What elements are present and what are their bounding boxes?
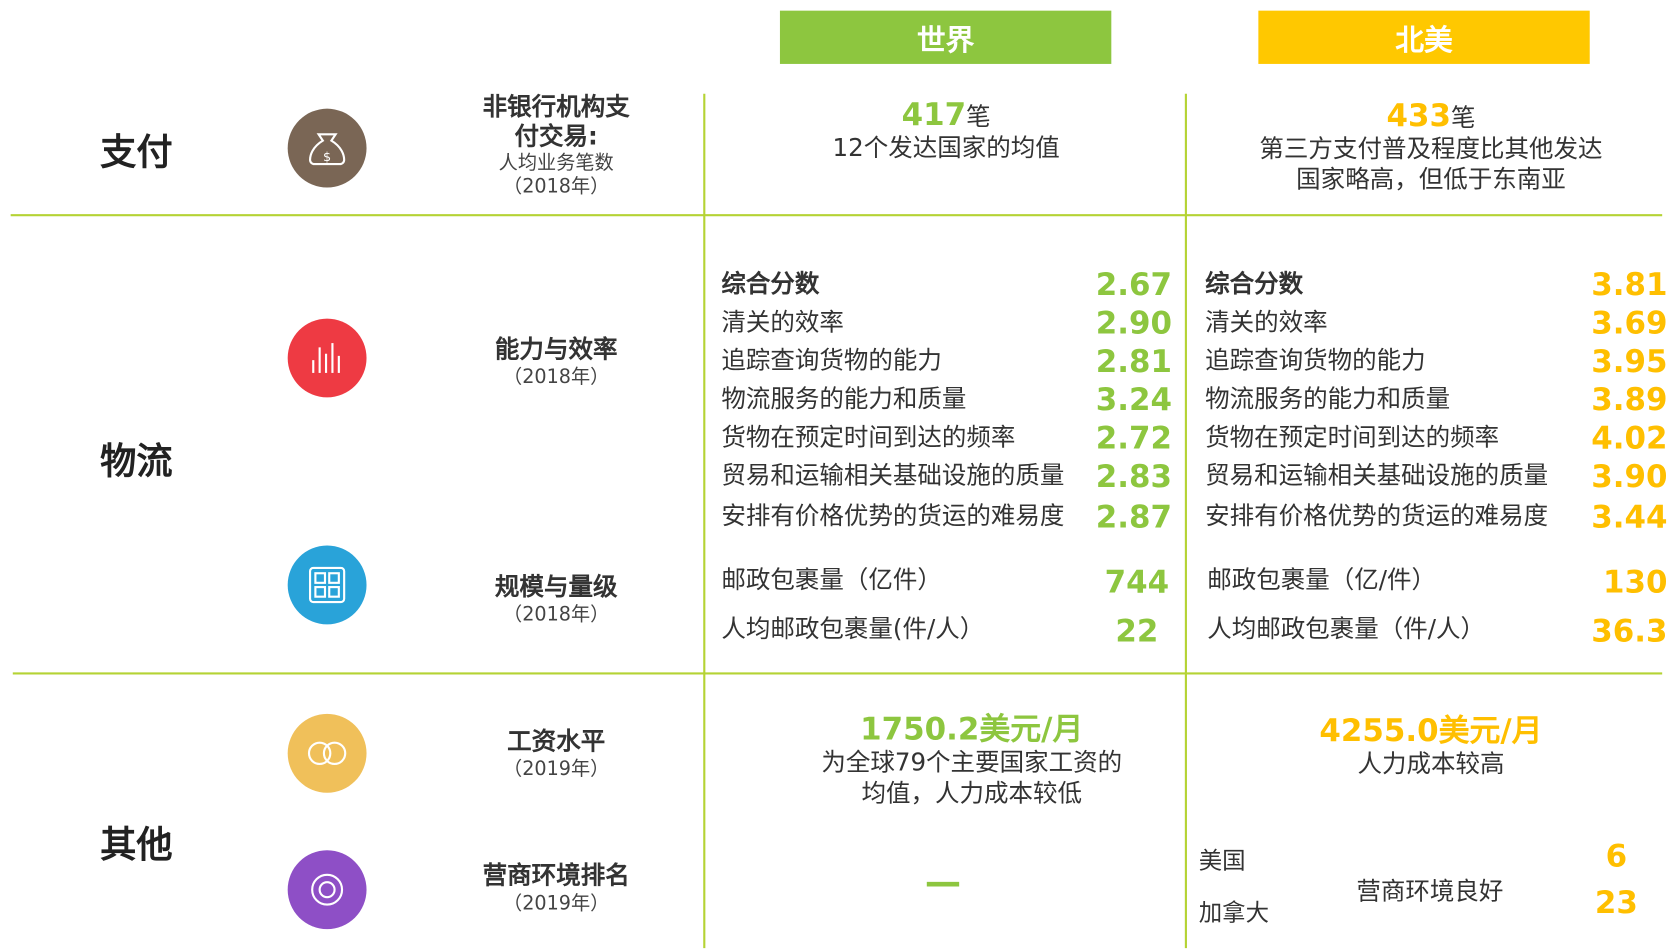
- unit: 笔: [966, 103, 991, 132]
- value: 433: [1386, 97, 1451, 134]
- metric-label: 货物在预定时间到达的频率: [721, 424, 1016, 452]
- item-year: （2019年）: [503, 891, 610, 915]
- metric-label: 物流服务的能力和质量: [1205, 385, 1451, 414]
- payment-world: 417笔 12个发达国家的均值: [833, 95, 1060, 164]
- country: 加拿大: [1198, 900, 1270, 927]
- metric-value: 2.81: [1095, 343, 1173, 380]
- note: 为全球79个主要国家工资的均值，人力成本较低: [821, 749, 1123, 808]
- item-title: 工资水平: [507, 728, 606, 756]
- note: 人力成本较高: [1357, 750, 1505, 779]
- metric-label: 人均邮政包裹量(件/人）: [721, 615, 985, 644]
- item-title: 营商环境排名: [482, 862, 630, 891]
- item-heading: 能力与效率 （2018年）: [495, 336, 618, 388]
- metric-value: 2.67: [1095, 266, 1173, 303]
- rank: 6: [1605, 837, 1628, 874]
- item-year: （2018年）: [503, 365, 610, 388]
- note: 第三方支付普及程度比其他发达国家略高，但低于东南亚: [1259, 135, 1603, 195]
- column-header: 世界: [779, 10, 1112, 64]
- item-heading: 工资水平 （2019年）: [503, 728, 609, 780]
- metric-value: 36.3: [1591, 612, 1668, 649]
- metric-label: 追踪查询货物的能力: [1205, 347, 1426, 376]
- metric-value: 22: [1115, 612, 1159, 649]
- metric-label: 货物在预定时间到达的频率: [1205, 424, 1500, 452]
- icon-ranking: [287, 850, 367, 930]
- metric-label: 清关的效率: [721, 308, 844, 337]
- metric-value: 2.87: [1095, 498, 1173, 535]
- metric-value: 744: [1104, 563, 1170, 600]
- metric-value: 3.24: [1095, 381, 1173, 418]
- item-subtitle: 人均业务笔数: [498, 152, 614, 175]
- metric-label: 贸易和运输相关基础设施的质量: [721, 462, 1065, 491]
- payment-na: 433笔 第三方支付普及程度比其他发达国家略高，但低于东南亚: [1255, 96, 1607, 196]
- column-header: 北美: [1258, 10, 1590, 64]
- metric-label: 物流服务的能力和质量: [721, 385, 967, 414]
- icon-wage: [287, 713, 367, 793]
- ranking-world: —: [924, 860, 962, 904]
- item-year: （2018年）: [503, 603, 610, 626]
- icon-payment: $: [287, 108, 367, 188]
- metric-label: 安排有价格优势的货运的难易度: [1205, 502, 1549, 531]
- metric-label: 综合分数: [721, 270, 820, 299]
- svg-text:$: $: [323, 150, 331, 165]
- wage-world: 1750.2美元/月 为全球79个主要国家工资的均值，人力成本较低: [817, 710, 1126, 810]
- metric-label: 安排有价格优势的货运的难易度: [721, 502, 1065, 531]
- item-title: 能力与效率: [494, 336, 618, 364]
- metric-value: 2.83: [1095, 458, 1173, 495]
- metric-value: 3.81: [1591, 266, 1668, 303]
- item-heading: 规模与量级 （2018年）: [495, 574, 618, 626]
- item-title: 非银行机构支付交易:: [482, 93, 630, 151]
- item-year: （2018年）: [503, 175, 610, 198]
- metric-label: 邮政包裹量（亿件）: [721, 566, 942, 595]
- metric-value: 4.02: [1591, 419, 1668, 457]
- metric-value: 2.72: [1095, 419, 1173, 457]
- country: 美国: [1198, 848, 1246, 875]
- metric-label: 清关的效率: [1205, 308, 1328, 337]
- metric-value: 3.90: [1591, 458, 1668, 495]
- icon-scale: [287, 545, 367, 625]
- ranking-note: 营商环境良好: [1356, 877, 1504, 906]
- section-label: 物流: [100, 440, 173, 484]
- note: 12个发达国家的均值: [832, 135, 1060, 163]
- metric-value: 3.69: [1591, 304, 1668, 341]
- item-heading: 营商环境排名 （2019年）: [483, 862, 630, 914]
- metric-value: 3.89: [1591, 381, 1668, 418]
- metric-label: 追踪查询货物的能力: [721, 347, 942, 376]
- unit: 笔: [1450, 104, 1476, 133]
- wage-na: 4255.0美元/月 人力成本较高: [1319, 711, 1542, 780]
- section-label: 其他: [100, 824, 173, 867]
- item-title: 规模与量级: [494, 573, 618, 602]
- section-label: 支付: [100, 131, 173, 175]
- icon-capability: [287, 318, 367, 398]
- dividers: [10, 93, 1663, 949]
- value: 4255.0美元/月: [1319, 712, 1543, 749]
- item-year: （2019年）: [503, 757, 610, 780]
- metric-value: 130: [1602, 563, 1668, 600]
- value: 1750.2美元/月: [860, 710, 1084, 748]
- metric-label: 综合分数: [1205, 270, 1304, 299]
- metric-label: 贸易和运输相关基础设施的质量: [1205, 462, 1549, 491]
- rank: 23: [1594, 884, 1638, 921]
- item-heading: 非银行机构支付交易: 人均业务笔数 （2018年）: [471, 94, 641, 199]
- metric-value: 2.90: [1095, 304, 1173, 341]
- metric-value: 3.44: [1591, 498, 1668, 535]
- value: 417: [901, 96, 967, 133]
- metric-label: 人均邮政包裹量（件/人）: [1207, 615, 1486, 644]
- metric-value: 3.95: [1591, 343, 1668, 380]
- metric-label: 邮政包裹量（亿/件）: [1207, 566, 1437, 595]
